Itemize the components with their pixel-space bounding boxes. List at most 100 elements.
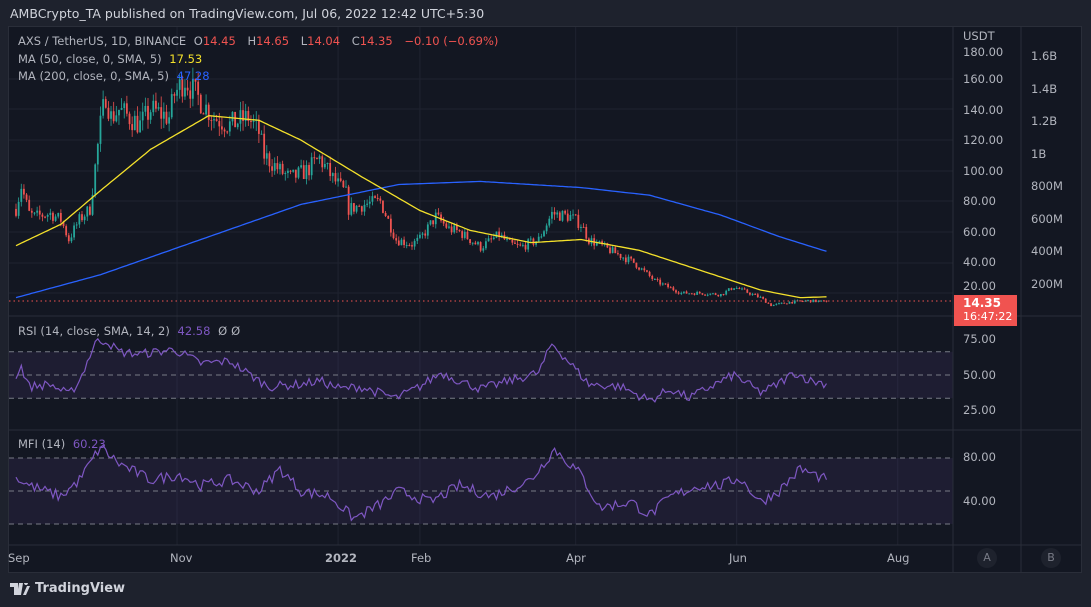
candle-body — [17, 201, 20, 216]
candle — [133, 110, 136, 131]
candle-body — [717, 294, 720, 297]
candle-body — [292, 169, 295, 172]
candle — [495, 231, 498, 239]
low-value: 14.04 — [307, 34, 341, 48]
scale-b-button[interactable]: B — [1041, 548, 1061, 568]
candle — [197, 72, 200, 106]
candle-body — [52, 212, 54, 221]
candle — [413, 238, 416, 250]
candle-body — [675, 290, 677, 293]
candle-body — [527, 239, 530, 250]
candle — [461, 229, 464, 241]
candle — [793, 299, 796, 305]
candle-body — [260, 133, 263, 135]
candle-body — [801, 301, 804, 303]
candle — [350, 197, 353, 217]
candle — [284, 171, 287, 181]
candle — [701, 293, 704, 296]
candle-body — [120, 108, 123, 110]
grid-lines — [9, 27, 953, 545]
candle-body — [131, 124, 134, 131]
candle — [345, 180, 347, 188]
candle-body — [382, 200, 384, 213]
candle — [545, 223, 548, 235]
candle — [221, 117, 223, 135]
ma200-legend[interactable]: MA (200, close, 0, SMA, 5) 47.28 — [18, 69, 214, 83]
candle — [622, 257, 625, 261]
ma50-legend[interactable]: MA (50, close, 0, SMA, 5) 17.53 — [18, 52, 206, 66]
candle — [244, 103, 247, 127]
candle-body — [30, 210, 33, 213]
volume-tick: 600M — [1031, 211, 1063, 226]
candle — [213, 112, 215, 129]
candle — [680, 291, 683, 296]
candle-body — [712, 293, 714, 295]
candle-body — [244, 110, 247, 121]
candle — [788, 301, 791, 304]
auto-scale-button[interactable]: A — [977, 548, 997, 568]
candle-body — [329, 162, 332, 177]
candle — [302, 160, 305, 180]
candle-body — [305, 165, 308, 179]
candle-body — [463, 231, 466, 238]
candle-body — [532, 238, 535, 245]
candle-body — [411, 245, 413, 247]
time-tick: Aug — [887, 551, 910, 565]
candle-body — [519, 244, 522, 246]
candle — [735, 286, 738, 289]
chart-frame[interactable] — [8, 26, 1082, 573]
candle — [698, 291, 701, 295]
candle-body — [506, 238, 508, 240]
mfi-legend[interactable]: MFI (14) 60.23 — [18, 437, 110, 451]
candle — [825, 300, 828, 303]
candle — [516, 239, 519, 248]
candle — [630, 255, 633, 261]
rsi-tick: 75.00 — [963, 332, 996, 346]
candle-body — [242, 110, 244, 121]
candle — [482, 245, 485, 253]
candle-body — [395, 238, 398, 241]
candle-body — [252, 120, 255, 122]
price-tick: 20.00 — [963, 279, 996, 293]
candle — [371, 191, 374, 206]
candle-body — [426, 224, 429, 236]
candle — [157, 102, 160, 111]
candle — [81, 210, 83, 222]
price-tick: 40.00 — [963, 255, 996, 270]
candle-body — [556, 212, 559, 215]
time-tick: Jun — [729, 551, 747, 565]
candle — [65, 224, 68, 238]
volume-tick: 1B — [1031, 146, 1047, 161]
candle-body — [263, 133, 266, 159]
candle-body — [677, 292, 680, 294]
tradingview-logo[interactable]: TradingView — [10, 581, 125, 596]
candle-body — [231, 111, 234, 122]
candle — [693, 292, 696, 296]
candle — [342, 179, 345, 188]
candle-body — [268, 153, 271, 167]
candle — [379, 196, 382, 204]
candle-body — [202, 113, 205, 115]
candle — [165, 104, 168, 125]
candle — [17, 197, 20, 219]
candle — [738, 286, 741, 290]
candle-body — [614, 247, 617, 254]
candle-body — [38, 210, 41, 215]
candle — [326, 162, 329, 170]
candle — [387, 215, 390, 219]
candle-body — [540, 236, 543, 238]
candle-body — [210, 120, 213, 122]
candle — [141, 102, 144, 131]
candle — [643, 266, 646, 273]
candle — [300, 159, 303, 169]
candle — [437, 208, 440, 216]
candle-body — [450, 226, 453, 233]
candle-body — [358, 205, 361, 207]
candle-body — [86, 206, 89, 217]
symbol-name[interactable]: AXS / TetherUS, 1D, BINANCE — [18, 34, 187, 48]
candle-body — [500, 234, 503, 238]
candle — [664, 283, 667, 285]
candle-body — [656, 279, 659, 281]
